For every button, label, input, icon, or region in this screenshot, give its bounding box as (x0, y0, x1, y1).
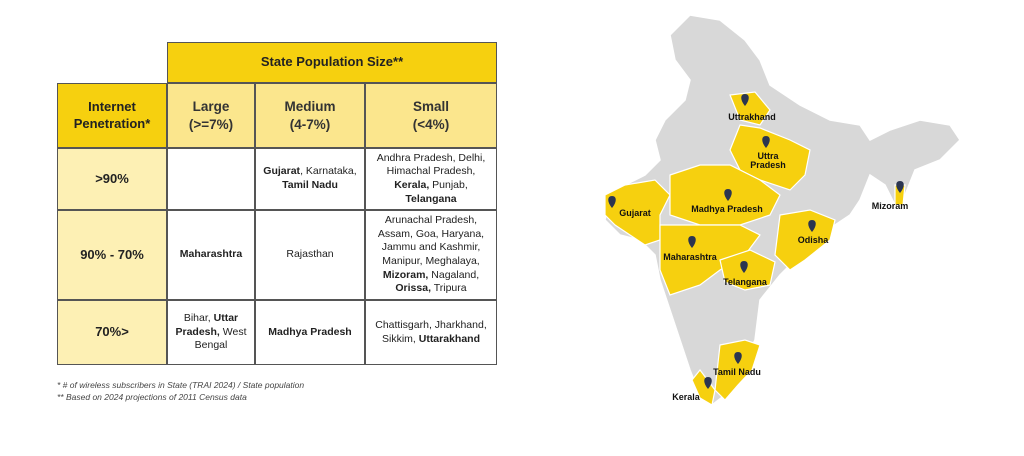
pin (608, 196, 616, 208)
text: 70%> (95, 324, 129, 340)
cell-text: Maharashtra (180, 248, 242, 262)
state-label: Uttra Pradesh (750, 151, 786, 171)
pin (762, 136, 770, 148)
country (604, 14, 961, 406)
row-label: 90% - 70% (57, 210, 167, 300)
text: 90% - 70% (80, 246, 144, 262)
state-label: Madhya Pradesh (691, 204, 763, 214)
table-cell: Maharashtra (167, 210, 255, 300)
text: Gujarat (263, 165, 301, 178)
text: Bihar, (183, 312, 214, 325)
state-label: Tamil Nadu (713, 367, 761, 377)
pin (808, 220, 816, 232)
footnote: * # of wireless subscribers in State (TR… (57, 380, 305, 390)
cell-text: Andhra Pradesh, Delhi, Himachal Pradesh,… (369, 152, 493, 207)
table-cell: Madhya Pradesh (255, 300, 365, 365)
state-label: Uttrakhand (728, 112, 776, 122)
text: Rajasthan (286, 248, 334, 261)
pin (740, 261, 748, 273)
column-header: Medium (4-7%) (255, 83, 365, 148)
table-cell (167, 148, 255, 210)
row-label: 70%> (57, 300, 167, 365)
text: Arunachal Pradesh, Assam, Goa, Haryana, … (377, 214, 485, 267)
text: Large (192, 98, 230, 114)
table-cell: Bihar, Uttar Pradesh, West Bengal (167, 300, 255, 365)
text: Mizoram, (382, 268, 429, 281)
text: Madhya Pradesh (268, 325, 352, 338)
text: Uttarakhand (418, 332, 480, 345)
text: >90% (95, 170, 129, 186)
pin (704, 377, 712, 389)
table-cell: Andhra Pradesh, Delhi, Himachal Pradesh,… (365, 148, 497, 210)
text: Maharashtra (179, 248, 243, 261)
column-header: Large (>=7%) (167, 83, 255, 148)
text: Telangana (405, 192, 457, 205)
text: West Bengal (194, 325, 247, 352)
text: Orissa, (395, 282, 431, 295)
text: Medium (284, 98, 336, 114)
text: Small (412, 98, 450, 114)
row-header: Internet Penetration* (57, 83, 167, 148)
footnote: ** Based on 2024 projections of 2011 Cen… (57, 392, 247, 402)
text: (<4%) (412, 116, 450, 132)
text: (4-7%) (289, 116, 331, 132)
cell-text: Gujarat, Karnataka, Tamil Nadu (259, 165, 361, 192)
text: Internet Penetration* (73, 98, 151, 131)
cell-text: Rajasthan (286, 248, 333, 262)
text: Andhra Pradesh, Delhi, Himachal Pradesh, (376, 151, 486, 178)
cell-text: Arunachal Pradesh, Assam, Goa, Haryana, … (369, 214, 493, 296)
state-label: Maharashtra (663, 252, 717, 262)
cell-text: Bihar, Uttar Pradesh, West Bengal (171, 312, 251, 353)
text: Punjab, (429, 179, 468, 191)
text: Kerala, (394, 179, 430, 191)
text: Uttar Pradesh, (175, 312, 239, 338)
cell-text: Chattisgarh, Jharkhand, Sikkim, Uttarakh… (369, 319, 493, 346)
text: (>=7%) (188, 116, 234, 132)
state-label: Telangana (723, 277, 767, 287)
text: State Population Size** (260, 54, 404, 70)
table-cell: Chattisgarh, Jharkhand, Sikkim, Uttarakh… (365, 300, 497, 365)
table-cell: Arunachal Pradesh, Assam, Goa, Haryana, … (365, 210, 497, 300)
state-label: Odisha (797, 235, 829, 245)
cell-text: Madhya Pradesh (268, 326, 351, 340)
row-label: >90% (57, 148, 167, 210)
pin (724, 189, 732, 201)
pin (734, 352, 742, 364)
state-label: Kerala (672, 392, 700, 402)
text: , Karnataka, (300, 165, 357, 178)
pin (896, 181, 904, 193)
table-cell: Rajasthan (255, 210, 365, 300)
pin (688, 236, 696, 248)
text: Chattisgarh, Jharkhand, Sikkim, (375, 318, 487, 345)
text: Tripura (431, 282, 467, 295)
state-label: Gujarat (619, 208, 651, 218)
table-title: State Population Size** (167, 42, 497, 83)
india-map (604, 14, 961, 406)
pin (741, 94, 749, 106)
text: Tamil Nadu (282, 179, 338, 191)
table-cell: Gujarat, Karnataka, Tamil Nadu (255, 148, 365, 210)
column-header: Small (<4%) (365, 83, 497, 148)
state-label: Mizoram (871, 201, 909, 211)
text: Nagaland, (428, 268, 480, 281)
